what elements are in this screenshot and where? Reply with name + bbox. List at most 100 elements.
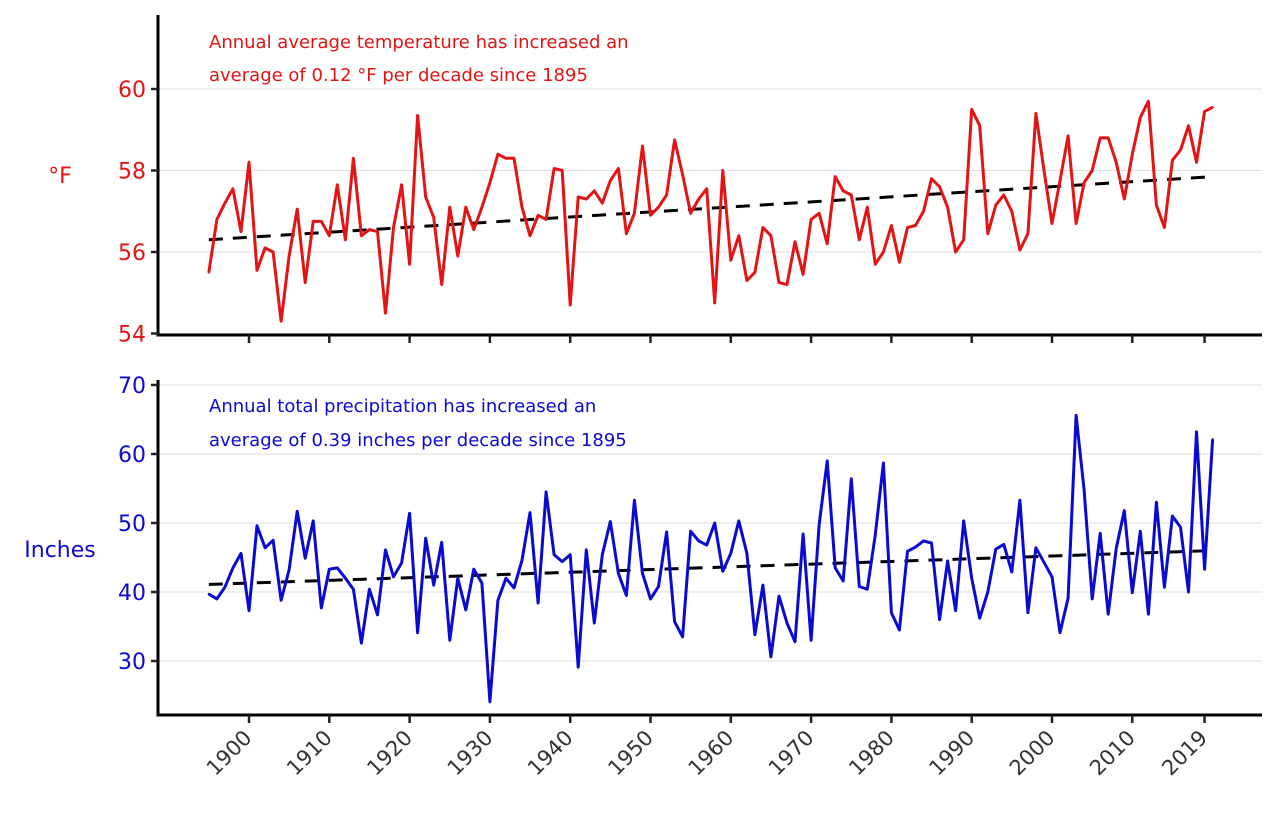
temperature-point-1959 [721, 169, 724, 172]
precipitation-point-1932 [504, 577, 508, 580]
x-tick-label-1980: 1980 [844, 726, 899, 781]
temperature-point-1930 [488, 181, 492, 184]
precipitation-point-1945 [609, 520, 612, 523]
precipitation-point-2014 [1163, 585, 1166, 589]
precipitation-point-1939 [560, 560, 564, 563]
temperature-point-1939 [560, 169, 564, 172]
temperature-point-1907 [304, 281, 307, 284]
precipitation-point-1985 [930, 541, 933, 545]
temperature-point-1975 [850, 193, 853, 197]
precipitation-point-1909 [320, 606, 323, 610]
temperature-point-1912 [344, 238, 347, 241]
precipitation-point-1991 [978, 617, 981, 620]
x-tick-label-2010: 2010 [1085, 726, 1140, 781]
temperature-point-1924 [440, 283, 443, 286]
precipitation-point-1944 [601, 553, 604, 556]
precipitation-point-1919 [400, 561, 403, 565]
x-tick-label-1920: 1920 [362, 726, 417, 781]
precipitation-point-1954 [681, 635, 684, 639]
precipitation-point-1895 [207, 592, 211, 596]
temperature-point-1981 [898, 260, 901, 264]
temperature-point-1923 [432, 216, 435, 219]
temperature-point-1971 [817, 212, 821, 215]
precipitation-point-1928 [472, 568, 476, 571]
temperature-point-1985 [930, 177, 933, 180]
precipitation-point-1969 [801, 532, 805, 536]
temperature-point-1973 [833, 175, 837, 178]
precipitation-point-1915 [368, 588, 371, 591]
temperature-point-1992 [986, 232, 989, 235]
temperature-point-1972 [825, 242, 829, 246]
precipitation-annotation-line1: Annual total precipitation has increased… [209, 396, 596, 417]
temperature-point-1908 [312, 220, 315, 223]
precipitation-point-1956 [697, 539, 700, 543]
precipitation-point-1904 [279, 599, 283, 602]
precipitation-point-2013 [1155, 501, 1158, 504]
temperature-annotation-line2: average of 0.12 °F per decade since 1895 [209, 65, 588, 86]
precipitation-point-1996 [1018, 499, 1022, 502]
temperature-point-1931 [496, 153, 500, 156]
temperature-point-1906 [295, 208, 299, 211]
precipitation-point-1905 [287, 568, 291, 572]
temperature-point-1936 [536, 214, 540, 217]
temperature-point-1994 [1002, 193, 1006, 197]
temperature-point-1984 [922, 210, 925, 213]
temperature-point-1898 [231, 187, 235, 191]
y-tick-label-40: 40 [118, 581, 146, 606]
precipitation-point-1952 [665, 530, 668, 534]
precipitation-point-1988 [954, 609, 957, 612]
precipitation-point-1997 [1026, 611, 1030, 614]
precipitation-point-2004 [1082, 488, 1086, 492]
temperature-point-1962 [745, 279, 749, 282]
temperature-point-2006 [1098, 136, 1102, 140]
x-tick-label-1910: 1910 [282, 726, 337, 781]
precipitation-point-1906 [295, 510, 299, 513]
precipitation-point-2020 [1211, 438, 1214, 441]
precipitation-point-1934 [520, 559, 524, 562]
temperature-point-1935 [528, 234, 532, 237]
precipitation-point-1917 [384, 548, 387, 552]
temperature-point-1952 [665, 193, 668, 197]
temperature-point-1938 [552, 167, 556, 170]
temperature-point-1905 [287, 254, 291, 258]
y-tick-label-54: 54 [118, 323, 146, 348]
temperature-point-1957 [705, 187, 708, 191]
temperature-point-1998 [1034, 112, 1038, 115]
precipitation-point-1941 [577, 666, 580, 669]
x-tick-label-1900: 1900 [202, 726, 257, 781]
precipitation-point-2009 [1123, 509, 1126, 512]
temperature-point-1946 [617, 167, 620, 170]
temperature-point-2012 [1147, 100, 1150, 103]
precipitation-point-1957 [705, 543, 708, 547]
temperature-point-1960 [729, 258, 732, 262]
precipitation-series-line [208, 413, 1215, 704]
precipitation-point-1902 [263, 546, 267, 550]
precipitation-point-2000 [1050, 575, 1054, 579]
temperature-point-1897 [223, 201, 227, 205]
precipitation-point-1998 [1034, 546, 1038, 550]
precipitation-point-1922 [424, 536, 427, 540]
temperature-point-1921 [416, 114, 419, 117]
precipitation-point-1936 [536, 601, 540, 605]
temperature-point-1899 [239, 230, 243, 233]
precipitation-point-1970 [809, 639, 813, 642]
temperature-point-2016 [1179, 148, 1182, 152]
precipitation-point-1925 [448, 639, 451, 642]
temperature-point-1929 [480, 205, 484, 209]
temperature-point-1986 [938, 185, 941, 188]
precipitation-point-1994 [1002, 543, 1006, 546]
precipitation-point-1907 [304, 556, 307, 560]
y-tick-label-58: 58 [118, 160, 146, 185]
temperature-point-1932 [504, 157, 508, 160]
precipitation-panel: 30 40 50 60 70 1900 1910 1920 1930 1940 1950 1960 1… [24, 374, 1262, 780]
temperature-point-1896 [215, 218, 219, 221]
precipitation-point-1960 [729, 552, 732, 555]
temperature-point-2019 [1203, 110, 1206, 113]
temperature-point-1927 [464, 205, 468, 209]
temperature-point-1944 [601, 201, 604, 205]
temperature-point-2002 [1066, 134, 1070, 138]
temperature-point-1965 [769, 234, 773, 237]
temperature-point-1993 [994, 203, 997, 207]
temperature-point-1999 [1042, 169, 1046, 172]
